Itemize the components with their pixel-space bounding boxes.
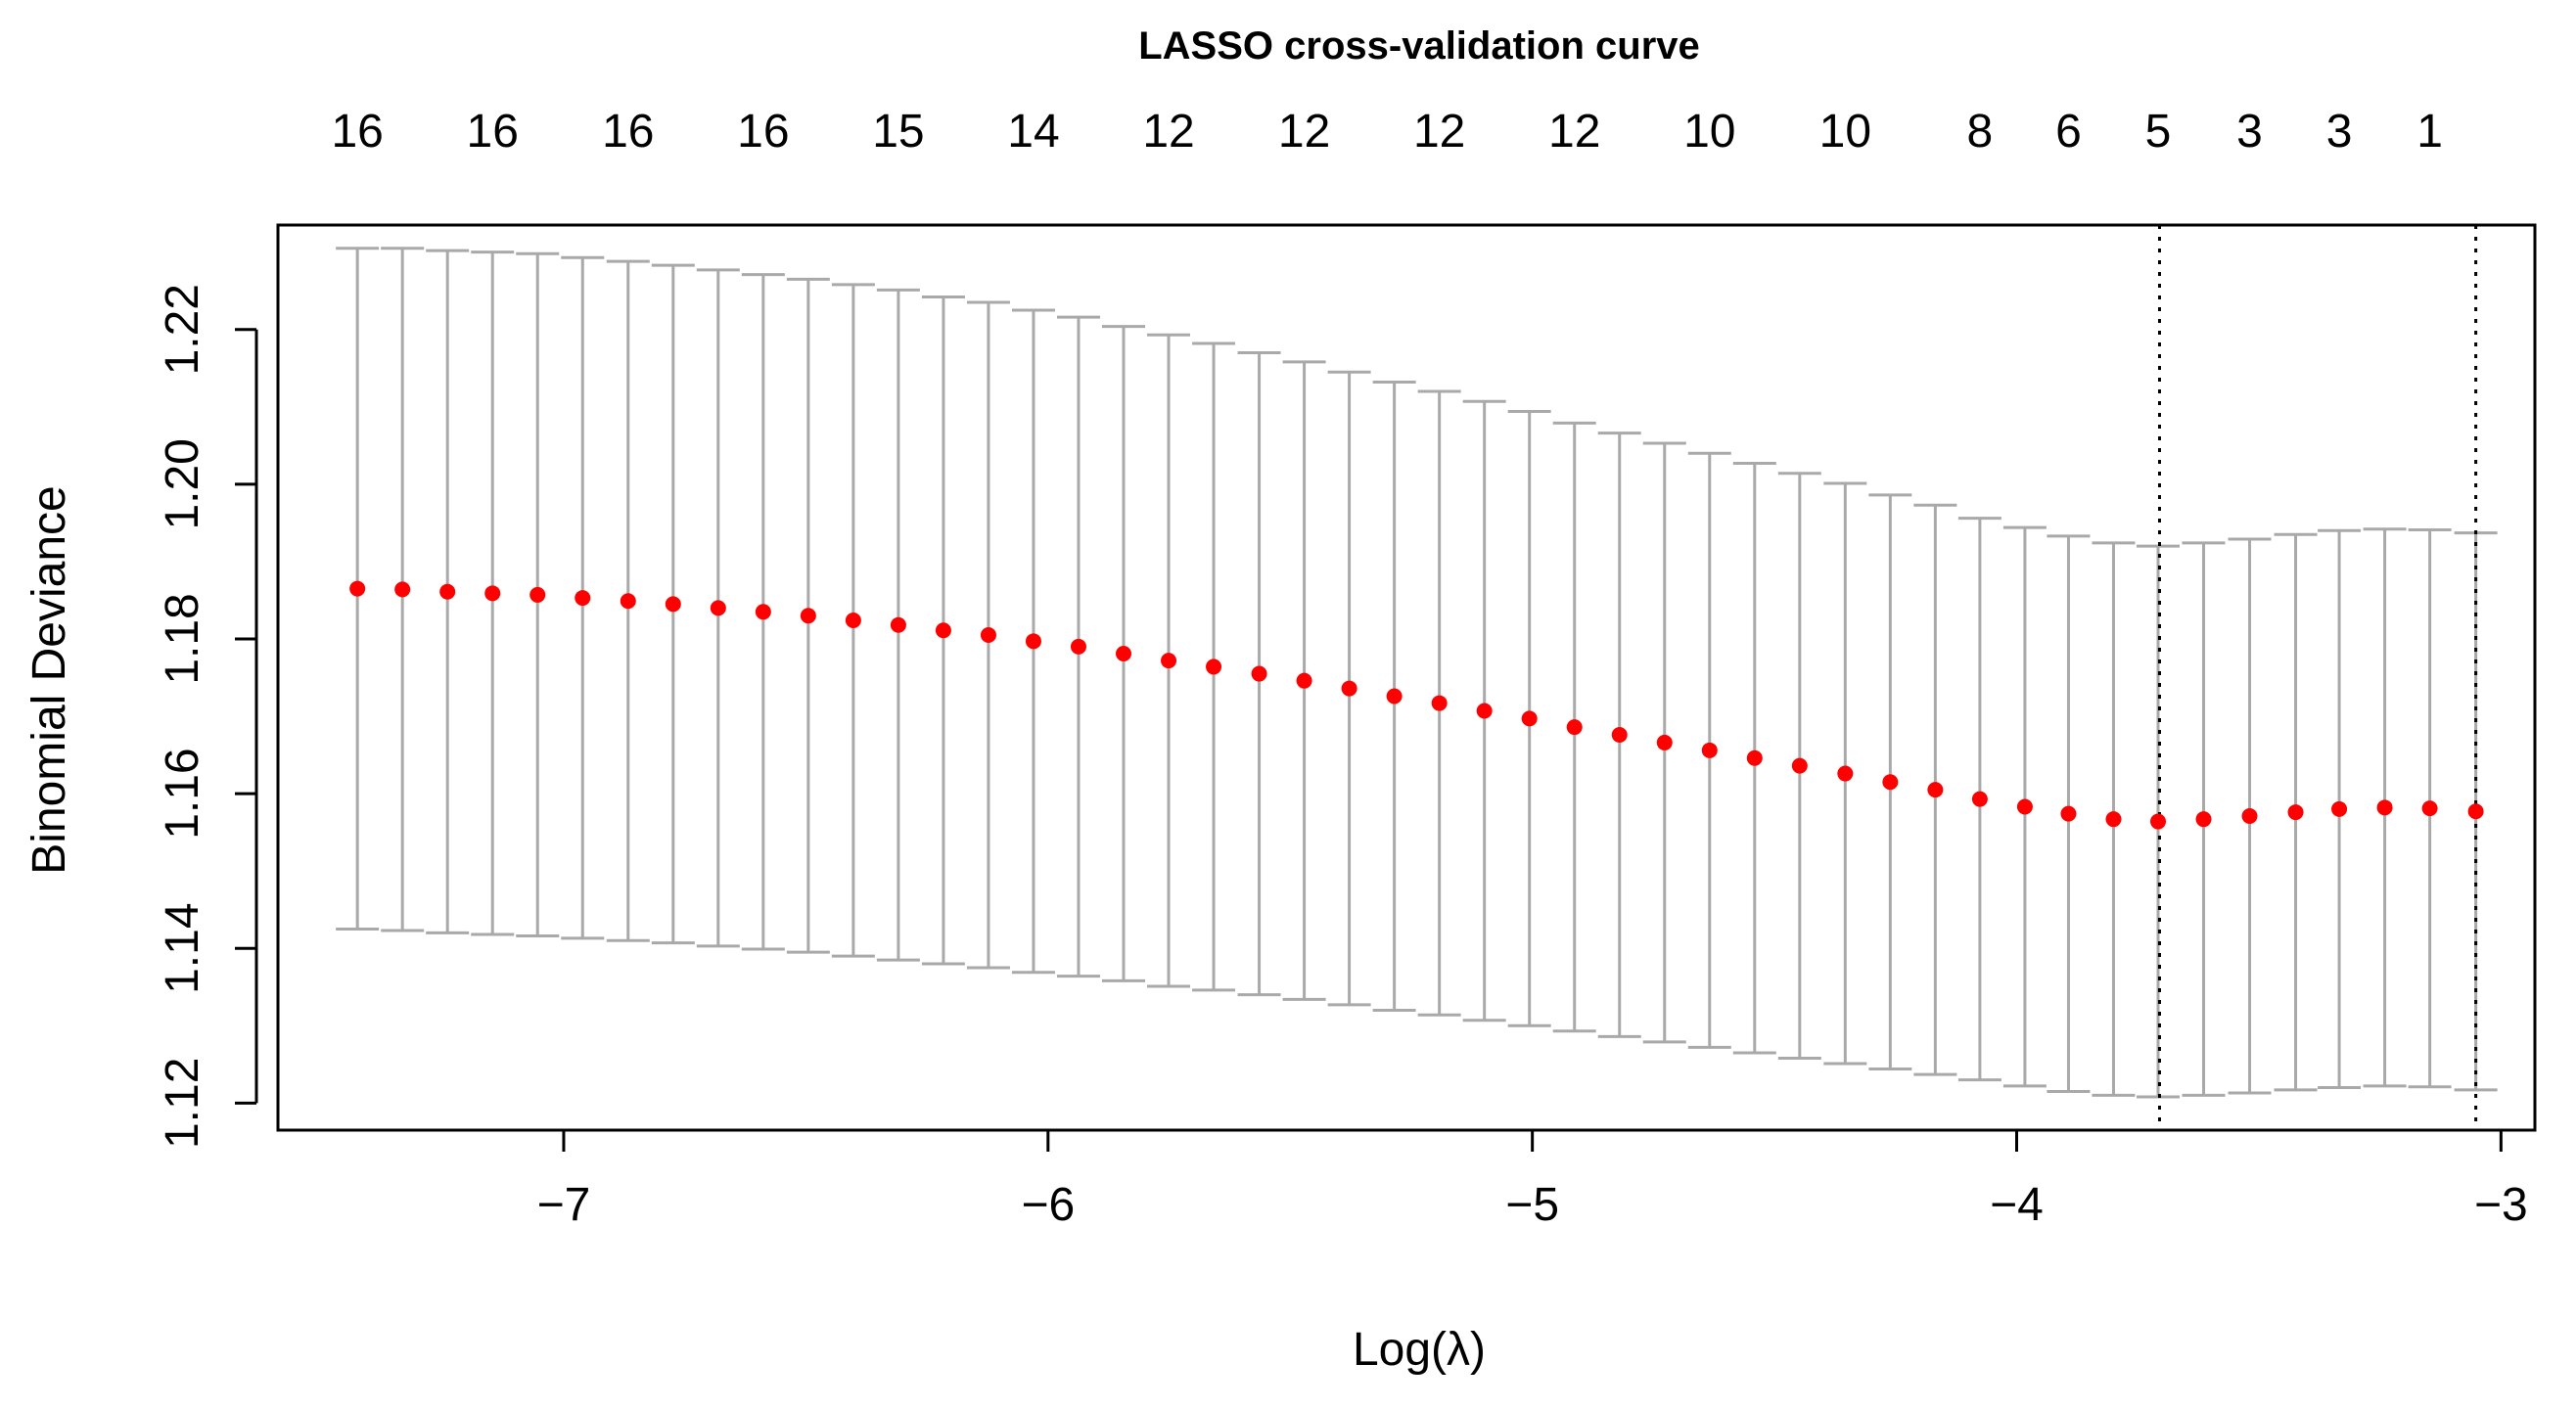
chart-title: LASSO cross-validation curve: [1138, 24, 1700, 68]
cv-mean-point: [1341, 680, 1357, 697]
cv-mean-point: [710, 600, 726, 616]
cv-mean-point: [1746, 750, 1763, 766]
top-axis-label: 16: [331, 106, 383, 158]
x-tick-label: −5: [1505, 1179, 1559, 1231]
reference-lines: [2157, 225, 2478, 1130]
cv-mean-point: [980, 627, 996, 644]
cv-mean-point: [2467, 803, 2484, 820]
cv-mean-point: [1251, 665, 1267, 682]
cv-mean-point: [484, 585, 501, 602]
top-axis-label: 10: [1819, 106, 1871, 158]
top-axis-label: 12: [1278, 106, 1330, 158]
cv-mean-point: [1656, 734, 1673, 750]
top-axis-label: 12: [1548, 106, 1600, 158]
x-tick-label: −7: [537, 1179, 591, 1231]
y-tick-label: 1.18: [157, 593, 208, 684]
cv-mean-point: [1791, 757, 1808, 774]
cv-mean-point: [890, 616, 906, 633]
x-axis: −7 −6 −5 −4 −3: [537, 1128, 2528, 1231]
cv-mean-point: [1476, 703, 1493, 719]
top-axis-label: 16: [737, 106, 789, 158]
y-tick-label: 1.12: [157, 1058, 208, 1149]
x-tick-label: −3: [2474, 1179, 2528, 1231]
top-axis-label: 10: [1683, 106, 1735, 158]
cv-mean-point: [2331, 800, 2348, 817]
cv-mean-point: [439, 583, 456, 600]
cv-mean-point: [2241, 808, 2258, 825]
cv-mean-point: [1431, 695, 1448, 711]
cv-mean-point: [2287, 804, 2304, 821]
top-axis-label: 16: [467, 106, 519, 158]
cv-mean-point: [620, 593, 636, 610]
plot-frame: [276, 223, 2537, 1132]
cv-mean-point: [665, 596, 681, 613]
top-axis-label: 6: [2055, 106, 2082, 158]
top-axis-label: 5: [2145, 106, 2172, 158]
top-axis-label: 3: [2236, 106, 2263, 158]
cv-mean-point: [1927, 782, 1944, 798]
cv-mean-point: [755, 604, 771, 620]
top-axis-label: 14: [1007, 106, 1059, 158]
x-tick-label: −4: [1990, 1179, 2044, 1231]
cv-mean-point: [935, 622, 951, 639]
cv-mean-point: [800, 608, 816, 624]
cv-mean-point: [1521, 710, 1538, 727]
cv-mean-point: [1971, 791, 1988, 807]
x-axis-label: Log(λ): [1353, 1324, 1486, 1376]
cv-mean-point: [1161, 653, 1177, 669]
cv-mean-point: [1206, 659, 1222, 675]
top-axis-label: 12: [1142, 106, 1194, 158]
y-axis-label: Binomial Deviance: [23, 485, 75, 875]
top-axis-label: 12: [1413, 106, 1465, 158]
cv-mean-point: [1837, 765, 1854, 782]
cv-mean-point: [1025, 633, 1041, 650]
cv-mean-point: [529, 586, 546, 603]
top-axis-label: 8: [1967, 106, 1994, 158]
cv-mean-point: [2195, 811, 2212, 828]
cv-mean-point: [394, 581, 411, 598]
y-tick-label: 1.22: [157, 284, 208, 375]
top-axis-label: 3: [2326, 106, 2353, 158]
cv-mean-point: [2150, 813, 2167, 830]
cv-mean-point: [2421, 800, 2438, 817]
top-axis-label: 16: [602, 106, 654, 158]
cv-mean-point: [845, 612, 861, 628]
cv-mean-points: [349, 580, 2484, 830]
top-axis-label: 15: [872, 106, 924, 158]
cv-mean-point: [1566, 719, 1583, 736]
cv-mean-point: [575, 590, 591, 607]
cv-mean-point: [349, 580, 366, 597]
y-axis: 1.12 1.14 1.16 1.18 1.20 1.22: [157, 284, 258, 1149]
cv-mean-point: [1070, 638, 1086, 655]
cv-mean-point: [1116, 645, 1132, 661]
error-bars: [336, 247, 2498, 1099]
top-axis: 16 16 16 16 15 14 12 12 12 12 10 10 8 6 5 3 3 1: [331, 106, 2443, 158]
y-tick-label: 1.16: [157, 748, 208, 839]
cv-mean-point: [1296, 672, 1312, 689]
y-tick-label: 1.20: [157, 438, 208, 529]
cv-mean-point: [1882, 774, 1899, 791]
x-tick-label: −6: [1021, 1179, 1075, 1231]
cv-mean-point: [2016, 798, 2033, 815]
cv-mean-point: [1386, 688, 1403, 704]
cv-mean-point: [1611, 727, 1628, 744]
cv-mean-point: [1701, 742, 1718, 758]
y-tick-label: 1.14: [157, 902, 208, 993]
cv-mean-point: [2376, 799, 2393, 816]
top-axis-label: 1: [2416, 106, 2443, 158]
cv-mean-point: [2060, 805, 2077, 822]
cv-mean-point: [2105, 811, 2122, 828]
